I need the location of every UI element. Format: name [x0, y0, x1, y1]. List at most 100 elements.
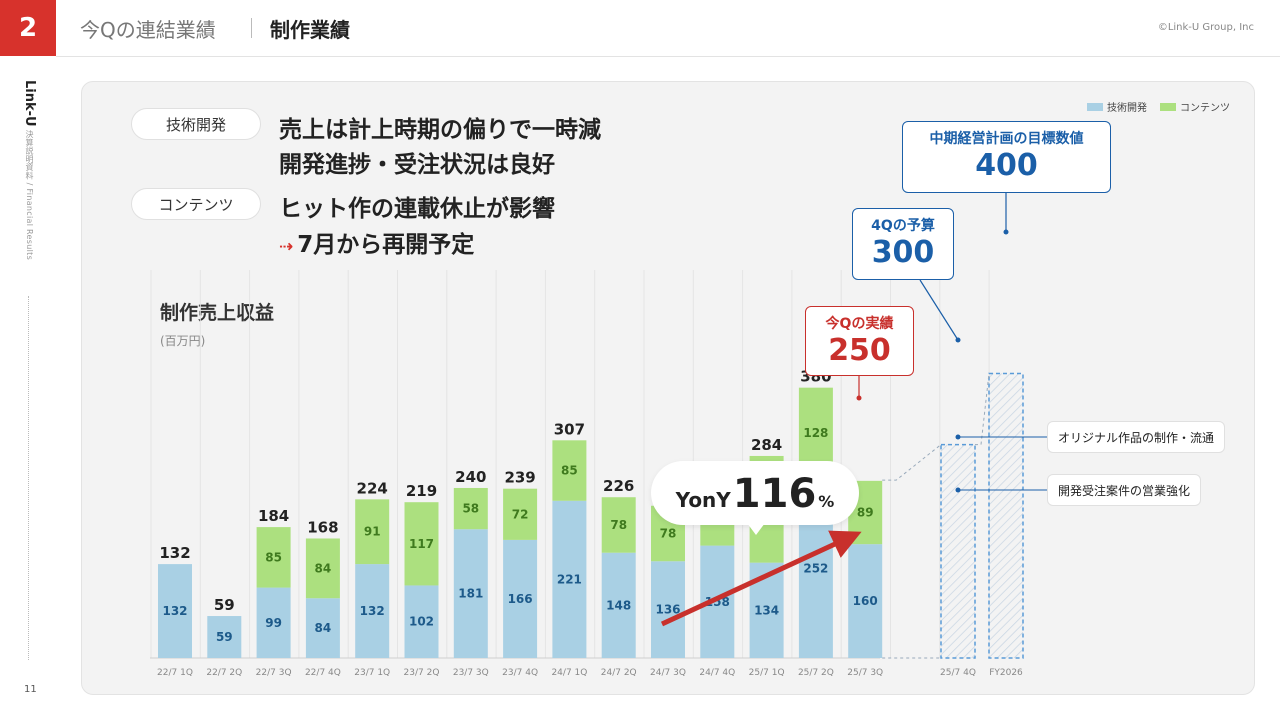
- note-sales-reinforcement: 開発受注案件の営業強化: [1047, 474, 1202, 506]
- section-title: 今Qの連結業績: [80, 18, 216, 42]
- legend-content-swatch: [1160, 102, 1176, 111]
- bar-content-label: 78: [610, 518, 627, 532]
- metric-unit: (百万円): [160, 334, 206, 348]
- bar-tech: [256, 587, 291, 658]
- bar-tech-label: 181: [458, 587, 483, 601]
- x-tick-label: 24/7 3Q: [650, 668, 686, 678]
- bar-content: [601, 497, 636, 553]
- bar-tech: [305, 598, 340, 658]
- bar-tech: [404, 585, 439, 658]
- plan-connector-2: [975, 373, 990, 446]
- metric-title: 制作売上収益: [160, 302, 275, 324]
- bar-total-label: 307: [554, 420, 585, 438]
- bar-tech-label: 84: [315, 621, 332, 635]
- bar-content: [453, 487, 488, 530]
- actual-callout: 今Qの実績 250: [805, 306, 914, 376]
- side-subtitle: 決算説明資料 / Financial Results: [25, 130, 34, 261]
- legend-tech-label: 技術開発: [1107, 103, 1147, 114]
- x-tick-label: 25/7 4Q: [940, 668, 976, 678]
- bar-tech-label: 134: [754, 603, 779, 617]
- bar-tech: [503, 539, 538, 658]
- bar-content-label: 58: [462, 502, 479, 516]
- header-divider: [251, 18, 252, 38]
- bar-tech: [207, 616, 242, 658]
- actual-label: 今Qの実績: [825, 316, 894, 332]
- side-brand: Link-U: [22, 80, 37, 127]
- bar-tech-label: 160: [853, 594, 878, 608]
- x-tick-label: 24/7 2Q: [601, 668, 637, 678]
- bar-content: [256, 527, 291, 588]
- bar-content: [503, 488, 538, 540]
- x-tick-label: 22/7 3Q: [256, 668, 292, 678]
- x-tick-label: 23/7 3Q: [453, 668, 489, 678]
- actual-leader-dot: [856, 395, 862, 401]
- budget-callout: 4Qの予算 300: [852, 208, 954, 280]
- bar-tech-label: 252: [803, 561, 828, 575]
- legend-tech-swatch: [1087, 102, 1103, 111]
- content-headline-1: ヒット作の連載休止が影響: [279, 196, 555, 222]
- note2-dot: [955, 487, 961, 493]
- page-title: 制作業績: [270, 18, 350, 42]
- budget-label: 4Qの予算: [871, 218, 935, 234]
- x-tick-label: 24/7 1Q: [551, 668, 587, 678]
- bar-total-label: 226: [603, 477, 634, 495]
- bar-content: [552, 440, 587, 501]
- bar-tech-label: 102: [409, 615, 434, 629]
- x-tick-label: 23/7 2Q: [404, 668, 440, 678]
- bar-total-label: 240: [455, 468, 486, 486]
- bar-content-label: 78: [660, 527, 677, 541]
- bar-total-label: 239: [504, 469, 535, 487]
- bar-plan: [940, 443, 976, 659]
- x-tick-label: 25/7 2Q: [798, 668, 834, 678]
- budget-leader-dot: [955, 337, 961, 343]
- x-tick-label: 22/7 4Q: [305, 668, 341, 678]
- x-tick-label: 23/7 1Q: [354, 668, 390, 678]
- actual-value: 250: [828, 333, 891, 368]
- bar-tech: [453, 529, 488, 658]
- growth-arrow: [660, 530, 862, 627]
- bar-tech-label: 132: [162, 604, 187, 618]
- legend-content-label: コンテンツ: [1180, 103, 1230, 114]
- dashed-arrow-icon: ⇢: [279, 237, 294, 257]
- slide-number: 11: [24, 684, 37, 695]
- note-original-works: オリジナル作品の制作・流通: [1047, 421, 1226, 453]
- mid-term-value: 400: [975, 148, 1038, 183]
- bar-tech: [651, 561, 685, 658]
- bar-tech-label: 99: [265, 616, 282, 630]
- bar-total-label: 132: [159, 544, 190, 562]
- page-number-badge: 2: [0, 0, 56, 56]
- bar-content: [355, 499, 390, 565]
- x-tick-label: 23/7 4Q: [502, 668, 538, 678]
- yoy-bubble: YonY 116 %: [651, 461, 859, 535]
- bar-tech: [355, 564, 390, 658]
- bar-plan: [988, 372, 1024, 659]
- x-tick-label: 24/7 4Q: [699, 668, 735, 678]
- mid-term-leader-dot: [1003, 229, 1009, 235]
- bar-content: [305, 538, 340, 599]
- bar-total-label: 184: [258, 507, 289, 525]
- bar-tech-label: 166: [508, 592, 533, 606]
- legend-tech: 技術開発: [1087, 99, 1147, 114]
- bar-tech-label: 148: [606, 598, 631, 612]
- bar-content-label: 91: [364, 525, 381, 539]
- x-tick-label: 25/7 3Q: [847, 668, 883, 678]
- bar-content-label: 117: [409, 537, 434, 551]
- bar-tech: [601, 552, 636, 658]
- mid-term-label: 中期経営計画の目標数値: [929, 131, 1084, 147]
- bar-tech-label: 132: [360, 604, 385, 618]
- x-tick-label: 25/7 1Q: [749, 668, 785, 678]
- bar-total-label: 224: [357, 479, 388, 497]
- side-dotted-rule: [28, 296, 29, 660]
- bar-content-label: 128: [803, 426, 828, 440]
- yoy-unit: %: [818, 492, 835, 511]
- content-pill: コンテンツ: [131, 188, 261, 220]
- x-tick-label: FY2026: [989, 668, 1023, 678]
- tech-headline-2: 開発進捗・受注状況は良好: [279, 152, 555, 178]
- bar-tech-label: 136: [655, 603, 680, 617]
- legend-content: コンテンツ: [1160, 99, 1230, 114]
- tech-pill: 技術開発: [131, 108, 261, 140]
- x-tick-label: 22/7 1Q: [157, 668, 193, 678]
- bar-content-label: 72: [512, 507, 529, 521]
- content-headline-2: ⇢ 7月から再開予定: [279, 225, 474, 259]
